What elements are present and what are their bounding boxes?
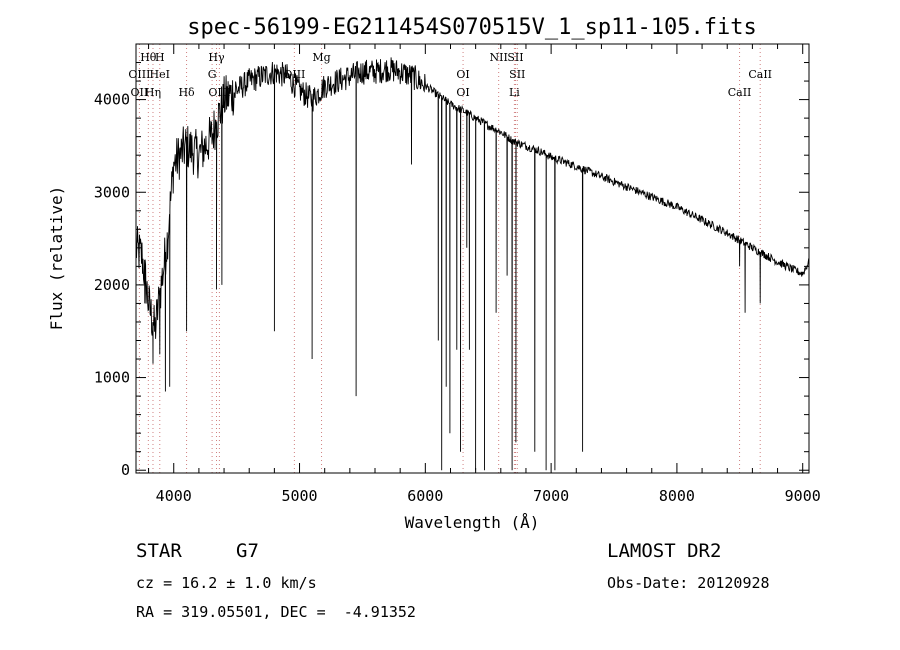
line-label: SII [507, 51, 523, 64]
line-label: HeI [150, 68, 170, 81]
coordinates-text: RA = 319.05501, DEC = -4.91352 [136, 603, 416, 621]
line-label: Li [509, 86, 520, 99]
line-label: CaII [748, 68, 772, 81]
y-tick-label: 1000 [94, 369, 130, 387]
spectrum-chart: spec-56199-EG211454S070515V_1_sp11-105.f… [47, 15, 821, 532]
x-tick-label: 6000 [407, 487, 443, 505]
line-label: OIII [208, 86, 230, 99]
line-label: H [155, 51, 165, 64]
plot-frame [135, 43, 810, 474]
line-label: OI [456, 68, 469, 81]
line-label: Hη [145, 86, 161, 99]
line-label: CaII [728, 86, 752, 99]
line-label: Hθ [140, 51, 157, 64]
obs-date-text: Obs-Date: 20120928 [607, 574, 770, 592]
line-label: G [208, 68, 217, 81]
redshift-text: cz = 16.2 ± 1.0 km/s [136, 574, 317, 592]
x-tick-label: 5000 [281, 487, 317, 505]
x-tick-label: 7000 [533, 487, 569, 505]
x-tick-label: 4000 [156, 487, 192, 505]
survey-text: LAMOST DR2 [607, 540, 722, 562]
line-label: Hγ [208, 51, 225, 64]
line-label: Hδ [178, 86, 195, 99]
line-label: OIII [128, 68, 150, 81]
x-tick-label: 8000 [659, 487, 695, 505]
subclass-text: G7 [236, 540, 259, 562]
line-label: SII [509, 68, 525, 81]
object-class-text: STAR [136, 540, 182, 562]
spectrum-line [135, 57, 810, 471]
line-label: OII [131, 86, 149, 99]
y-tick-label: 4000 [94, 91, 130, 109]
y-axis: 0 1000 2000 3000 4000 [94, 62, 809, 479]
line-label: NII [490, 51, 508, 64]
y-axis-label: Flux (relative) [47, 186, 66, 331]
x-tick-label: 9000 [785, 487, 821, 505]
y-tick-label: 3000 [94, 183, 130, 201]
x-axis-label: Wavelength (Å) [405, 513, 540, 532]
line-label: Mg [312, 51, 330, 64]
y-tick-label: 2000 [94, 276, 130, 294]
x-axis: 4000 5000 6000 7000 8000 9000 [148, 44, 821, 505]
chart-title: spec-56199-EG211454S070515V_1_sp11-105.f… [187, 15, 757, 40]
y-tick-label: 0 [121, 461, 130, 479]
line-label: OI [456, 86, 469, 99]
